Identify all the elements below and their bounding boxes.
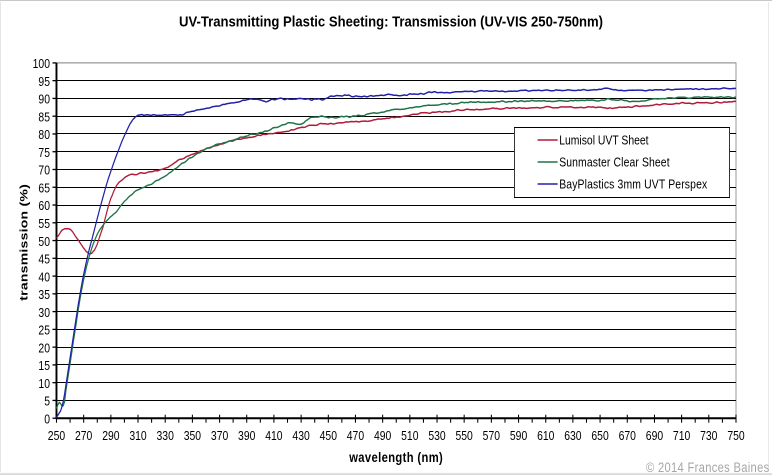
svg-text:15: 15: [38, 359, 50, 373]
svg-text:UV-Transmitting Plastic Sheeti: UV-Transmitting Plastic Sheeting: Transm…: [179, 13, 603, 30]
svg-text:390: 390: [238, 429, 256, 443]
svg-text:80: 80: [38, 128, 50, 142]
svg-text:470: 470: [347, 429, 365, 443]
svg-text:670: 670: [619, 429, 637, 443]
svg-text:40: 40: [38, 270, 50, 284]
svg-text:60: 60: [38, 199, 50, 213]
svg-text:650: 650: [591, 429, 609, 443]
svg-text:85: 85: [38, 110, 50, 124]
svg-text:BayPlastics 3mm UVT Perspex: BayPlastics 3mm UVT Perspex: [559, 177, 707, 191]
svg-text:370: 370: [211, 429, 229, 443]
svg-text:270: 270: [75, 429, 93, 443]
svg-text:310: 310: [129, 429, 147, 443]
svg-text:610: 610: [537, 429, 555, 443]
svg-text:30: 30: [38, 306, 50, 320]
svg-text:690: 690: [646, 429, 664, 443]
svg-text:90: 90: [38, 93, 50, 107]
svg-text:75: 75: [38, 146, 50, 160]
svg-text:10: 10: [38, 377, 50, 391]
svg-text:710: 710: [673, 429, 691, 443]
svg-text:5: 5: [44, 395, 50, 409]
svg-text:430: 430: [292, 429, 310, 443]
svg-text:550: 550: [455, 429, 473, 443]
svg-text:Sunmaster Clear Sheet: Sunmaster Clear Sheet: [559, 155, 670, 169]
svg-text:590: 590: [510, 429, 528, 443]
svg-text:570: 570: [483, 429, 501, 443]
svg-text:© 2014 Frances Baines: © 2014 Frances Baines: [646, 460, 769, 475]
svg-text:730: 730: [700, 429, 718, 443]
svg-text:490: 490: [374, 429, 392, 443]
svg-text:450: 450: [320, 429, 338, 443]
svg-text:100: 100: [33, 57, 51, 71]
svg-text:530: 530: [428, 429, 446, 443]
svg-text:wavelength (nm): wavelength (nm): [348, 450, 442, 465]
svg-text:Lumisol UVT Sheet: Lumisol UVT Sheet: [559, 133, 649, 147]
svg-text:25: 25: [38, 324, 50, 338]
svg-text:630: 630: [564, 429, 582, 443]
svg-text:0: 0: [44, 412, 50, 426]
svg-text:20: 20: [38, 341, 50, 355]
svg-text:65: 65: [38, 181, 50, 195]
svg-text:45: 45: [38, 252, 50, 266]
svg-text:350: 350: [184, 429, 202, 443]
svg-text:510: 510: [401, 429, 419, 443]
svg-text:transmission (%): transmission (%): [18, 184, 30, 301]
svg-text:35: 35: [38, 288, 50, 302]
svg-text:290: 290: [102, 429, 120, 443]
svg-text:330: 330: [157, 429, 175, 443]
svg-text:250: 250: [48, 429, 66, 443]
svg-text:750: 750: [727, 429, 745, 443]
svg-text:95: 95: [38, 75, 50, 89]
svg-text:50: 50: [38, 235, 50, 249]
svg-text:410: 410: [265, 429, 283, 443]
svg-text:55: 55: [38, 217, 50, 231]
svg-text:70: 70: [38, 164, 50, 178]
